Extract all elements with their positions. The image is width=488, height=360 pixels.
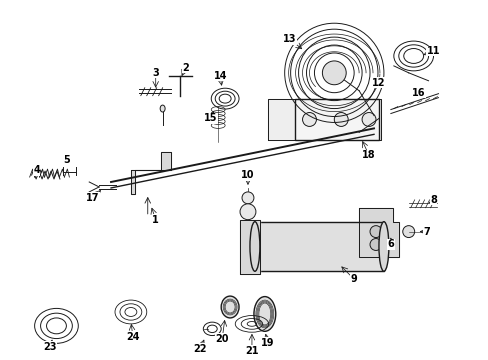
Text: 4: 4: [33, 165, 40, 175]
Polygon shape: [267, 99, 380, 140]
Text: 13: 13: [283, 34, 296, 44]
Circle shape: [240, 204, 255, 220]
Circle shape: [334, 113, 347, 126]
Circle shape: [369, 226, 381, 238]
Text: 23: 23: [42, 342, 56, 352]
Text: 16: 16: [411, 88, 425, 98]
Text: 11: 11: [426, 46, 439, 56]
Text: 15: 15: [203, 113, 217, 123]
Text: 6: 6: [386, 239, 393, 249]
Text: 14: 14: [213, 71, 226, 81]
Text: 2: 2: [182, 63, 188, 73]
Polygon shape: [131, 152, 170, 194]
Text: 5: 5: [63, 155, 70, 165]
Text: 3: 3: [152, 68, 159, 78]
Circle shape: [402, 226, 414, 238]
Circle shape: [322, 61, 346, 85]
Text: 17: 17: [86, 193, 100, 203]
Text: 24: 24: [126, 332, 140, 342]
Text: 22: 22: [193, 344, 207, 354]
Text: 8: 8: [429, 195, 436, 205]
Text: 19: 19: [261, 338, 274, 348]
Text: 1: 1: [152, 215, 159, 225]
Text: 20: 20: [215, 334, 228, 344]
Text: 9: 9: [350, 274, 357, 284]
Bar: [294, 99, 378, 140]
Polygon shape: [254, 222, 383, 271]
Text: 10: 10: [241, 170, 254, 180]
Polygon shape: [240, 220, 259, 274]
Ellipse shape: [253, 297, 275, 331]
Ellipse shape: [221, 296, 239, 318]
Circle shape: [369, 239, 381, 251]
Ellipse shape: [249, 222, 259, 271]
Ellipse shape: [378, 222, 388, 271]
Circle shape: [361, 113, 375, 126]
Text: 18: 18: [362, 150, 375, 160]
Text: 21: 21: [244, 346, 258, 356]
Ellipse shape: [160, 105, 165, 112]
Circle shape: [302, 113, 316, 126]
Text: 12: 12: [371, 78, 385, 88]
Polygon shape: [358, 208, 398, 257]
Text: 7: 7: [422, 226, 429, 237]
Circle shape: [242, 192, 253, 204]
